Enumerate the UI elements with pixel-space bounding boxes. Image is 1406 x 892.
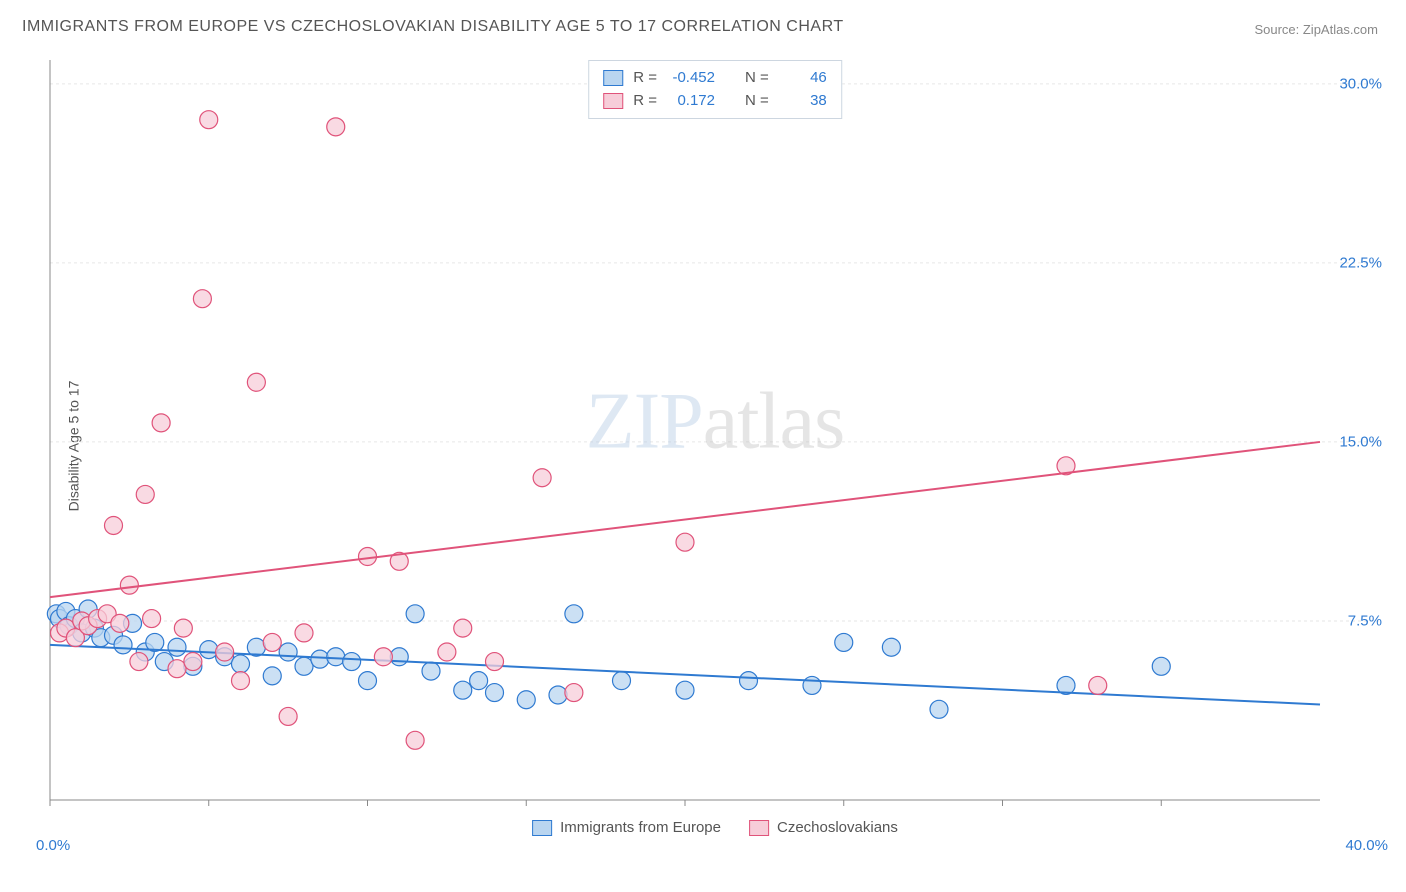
chart-title: IMMIGRANTS FROM EUROPE VS CZECHOSLOVAKIA… bbox=[22, 18, 844, 36]
bottom-label-1: Immigrants from Europe bbox=[560, 819, 721, 836]
bottom-legend-item-1: Immigrants from Europe bbox=[532, 819, 721, 836]
x-tick-end: 40.0% bbox=[1345, 837, 1388, 854]
scatter-chart bbox=[50, 60, 1380, 830]
source-prefix: Source: bbox=[1254, 22, 1302, 37]
r-label-1: R = bbox=[633, 67, 657, 90]
r-label-2: R = bbox=[633, 90, 657, 113]
y-tick-label: 30.0% bbox=[1339, 75, 1382, 92]
stats-row-series-1: R = -0.452 N = 46 bbox=[603, 67, 827, 90]
stats-row-series-2: R = 0.172 N = 38 bbox=[603, 90, 827, 113]
source-attribution: Source: ZipAtlas.com bbox=[1254, 22, 1378, 37]
bottom-legend-item-2: Czechoslovakians bbox=[749, 819, 898, 836]
bottom-label-2: Czechoslovakians bbox=[777, 819, 898, 836]
plot-area: ZIPatlas R = -0.452 N = 46 R = 0.172 N =… bbox=[50, 60, 1380, 830]
legend-swatch-1 bbox=[603, 70, 623, 86]
n-label-2: N = bbox=[745, 90, 769, 113]
y-tick-label: 15.0% bbox=[1339, 433, 1382, 450]
bottom-swatch-1 bbox=[532, 820, 552, 836]
x-tick-start: 0.0% bbox=[36, 837, 70, 854]
y-tick-label: 7.5% bbox=[1348, 612, 1382, 629]
r-value-1: -0.452 bbox=[667, 67, 715, 90]
n-value-1: 46 bbox=[779, 67, 827, 90]
bottom-legend: Immigrants from Europe Czechoslovakians bbox=[532, 819, 898, 836]
n-value-2: 38 bbox=[779, 90, 827, 113]
r-value-2: 0.172 bbox=[667, 90, 715, 113]
legend-swatch-2 bbox=[603, 93, 623, 109]
bottom-swatch-2 bbox=[749, 820, 769, 836]
n-label-1: N = bbox=[745, 67, 769, 90]
source-name: ZipAtlas.com bbox=[1303, 22, 1378, 37]
stats-legend-box: R = -0.452 N = 46 R = 0.172 N = 38 bbox=[588, 60, 842, 119]
y-tick-label: 22.5% bbox=[1339, 254, 1382, 271]
